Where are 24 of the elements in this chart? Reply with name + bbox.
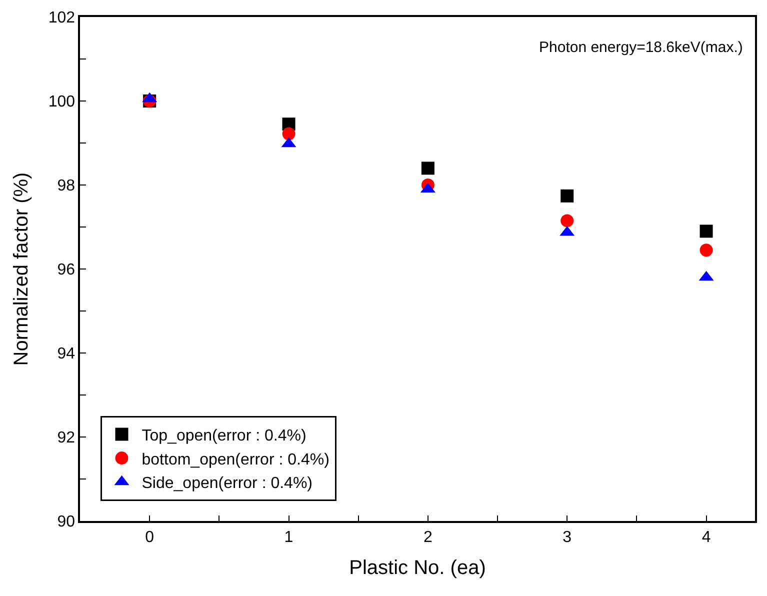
legend-label: bottom_open(error : 0.4%) — [142, 451, 330, 468]
y-tick-label: 94 — [57, 346, 76, 363]
x-tick-label: 0 — [145, 528, 154, 546]
y-tick-label: 98 — [57, 178, 76, 195]
y-tick-label: 90 — [57, 514, 76, 531]
point — [421, 162, 434, 175]
x-tick-label: 3 — [562, 528, 572, 546]
y-axis-title: Normalized factor (%) — [10, 172, 32, 366]
legend-label: Side_open(error : 0.4%) — [142, 475, 313, 492]
legend-label: Top_open(error : 0.4%) — [142, 427, 306, 444]
point — [700, 244, 713, 257]
x-tick-label: 4 — [702, 528, 711, 546]
point — [282, 127, 296, 140]
x-tick-label: 2 — [423, 528, 432, 546]
y-tick-label: 100 — [48, 94, 76, 111]
point — [560, 189, 574, 202]
point — [560, 214, 574, 228]
y-tick-label: 96 — [57, 262, 76, 279]
x-tick-label: 1 — [284, 528, 294, 546]
annotation: Photon energy=18.6keV(max.) — [539, 39, 743, 56]
y-tick-label: 92 — [57, 430, 76, 447]
point — [700, 224, 713, 238]
x-axis-title: Plastic No. (ea) — [349, 556, 486, 579]
y-tick-label: 102 — [48, 10, 76, 27]
